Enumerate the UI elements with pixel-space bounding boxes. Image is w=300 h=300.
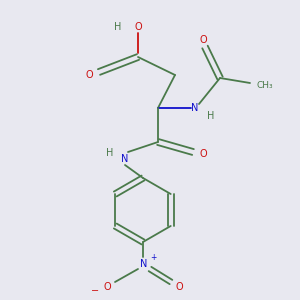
Text: O: O xyxy=(175,282,183,292)
Text: O: O xyxy=(199,149,207,159)
Text: N: N xyxy=(140,259,148,269)
Text: H: H xyxy=(114,22,122,32)
Text: O: O xyxy=(134,22,142,32)
Text: H: H xyxy=(207,111,215,121)
Text: N: N xyxy=(121,154,129,164)
Text: CH₃: CH₃ xyxy=(257,82,273,91)
Text: −: − xyxy=(91,286,99,296)
Text: O: O xyxy=(85,70,93,80)
Text: H: H xyxy=(106,148,114,158)
Text: O: O xyxy=(199,35,207,45)
Text: N: N xyxy=(191,103,199,113)
Text: +: + xyxy=(150,254,156,262)
Text: O: O xyxy=(103,282,111,292)
